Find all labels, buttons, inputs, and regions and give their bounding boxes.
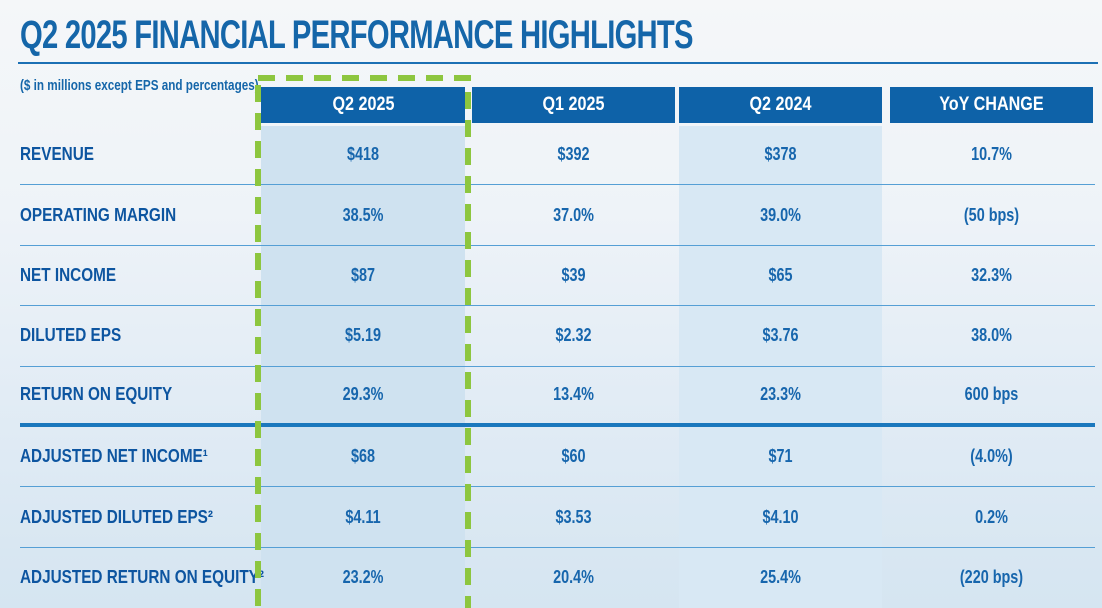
row-value: 600 bps bbox=[964, 384, 1019, 405]
row-value: 25.4% bbox=[760, 567, 801, 588]
row-value: $65 bbox=[768, 264, 793, 285]
table-row: ADJUSTED RETURN ON EQUITY² 23.2% 20.4% 2… bbox=[20, 548, 1095, 608]
row-value: $87 bbox=[350, 264, 376, 285]
table-row: DILUTED EPS $5.19 $2.32 $3.76 38.0% bbox=[20, 306, 1095, 367]
column-header-q2-2024: Q2 2024 bbox=[679, 87, 882, 123]
row-value: $4.11 bbox=[345, 506, 381, 527]
column-shade-q2-2024 bbox=[679, 126, 882, 608]
row-label: REVENUE bbox=[20, 144, 94, 165]
row-value: $3.53 bbox=[555, 506, 592, 527]
row-value: $378 bbox=[764, 144, 797, 165]
row-value: $2.32 bbox=[555, 325, 592, 346]
row-label: ADJUSTED NET INCOME¹ bbox=[20, 446, 208, 467]
page-title: Q2 2025 FINANCIAL PERFORMANCE HIGHLIGHTS bbox=[20, 13, 694, 57]
table-row: NET INCOME $87 $39 $65 32.3% bbox=[20, 246, 1095, 307]
row-value: $60 bbox=[561, 446, 586, 467]
row-value: 38.5% bbox=[342, 204, 384, 225]
row-value: $39 bbox=[561, 264, 586, 285]
row-value: (220 bps) bbox=[959, 567, 1024, 588]
row-value: 13.4% bbox=[553, 384, 594, 405]
row-value: 29.3% bbox=[342, 384, 384, 405]
row-value: 20.4% bbox=[553, 567, 594, 588]
row-value: 23.3% bbox=[760, 384, 801, 405]
row-value: 23.2% bbox=[342, 567, 384, 588]
row-value: 0.2% bbox=[975, 506, 1008, 527]
row-value: 32.3% bbox=[971, 264, 1012, 285]
row-label: DILUTED EPS bbox=[20, 325, 122, 346]
row-value: $4.10 bbox=[762, 506, 799, 527]
row-value: $5.19 bbox=[344, 325, 382, 346]
column-header-yoy-change: YoY CHANGE bbox=[890, 87, 1093, 123]
row-value: $68 bbox=[350, 446, 376, 467]
table-row: RETURN ON EQUITY 29.3% 13.4% 23.3% 600 b… bbox=[20, 367, 1095, 427]
row-value: $392 bbox=[557, 144, 590, 165]
row-label: ADJUSTED DILUTED EPS² bbox=[20, 506, 213, 527]
row-value: 38.0% bbox=[971, 325, 1012, 346]
row-value: (4.0%) bbox=[970, 446, 1013, 467]
column-header-q1-2025: Q1 2025 bbox=[472, 87, 675, 123]
row-label: OPERATING MARGIN bbox=[20, 204, 177, 225]
row-value: $418 bbox=[346, 144, 380, 165]
row-value: 39.0% bbox=[760, 204, 801, 225]
title-divider bbox=[18, 62, 1098, 64]
row-value: (50 bps) bbox=[963, 204, 1020, 225]
row-label: NET INCOME bbox=[20, 264, 117, 285]
row-value: 37.0% bbox=[553, 204, 594, 225]
row-label: ADJUSTED RETURN ON EQUITY² bbox=[20, 567, 264, 588]
row-label: RETURN ON EQUITY bbox=[20, 384, 173, 405]
row-value: 10.7% bbox=[971, 144, 1012, 165]
table-row: OPERATING MARGIN 38.5% 37.0% 39.0% (50 b… bbox=[20, 185, 1095, 246]
row-value: $3.76 bbox=[762, 325, 799, 346]
table-note: ($ in millions except EPS and percentage… bbox=[20, 77, 259, 94]
row-value: $71 bbox=[768, 446, 793, 467]
table-row: REVENUE $418 $392 $378 10.7% bbox=[20, 125, 1095, 186]
table-row: ADJUSTED NET INCOME¹ $68 $60 $71 (4.0%) bbox=[20, 427, 1095, 488]
table-row: ADJUSTED DILUTED EPS² $4.11 $3.53 $4.10 … bbox=[20, 487, 1095, 548]
